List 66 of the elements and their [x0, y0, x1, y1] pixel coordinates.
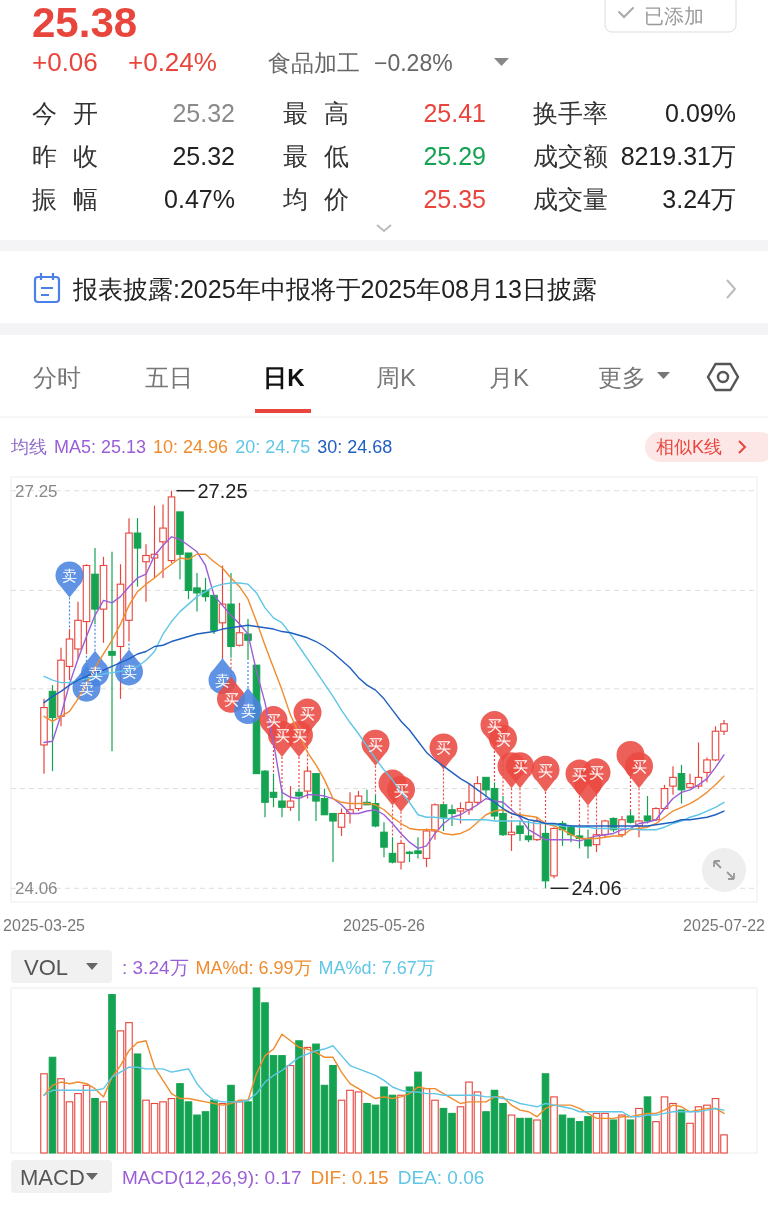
text: 25.32 — [172, 142, 235, 170]
text: DEA: 0.06 — [397, 1167, 485, 1188]
data-label: 买 — [223, 690, 239, 708]
data-label: 卖 — [87, 664, 103, 682]
text: 换手率 — [533, 99, 608, 127]
data-label: 买 — [274, 726, 290, 744]
data-label: 买 — [436, 738, 451, 756]
data-label: 买 — [572, 765, 587, 783]
text: MA%d: 6.99万 — [195, 958, 312, 978]
text: 30: 24.68 — [317, 437, 393, 457]
data-label: 买 — [631, 757, 647, 775]
text: 日K — [263, 364, 306, 391]
text: DIF: 0.15 — [310, 1167, 389, 1188]
text: 10: 24.96 — [153, 437, 229, 457]
data-label: 买 — [368, 735, 383, 753]
data-label: 卖 — [215, 671, 230, 689]
text: 25.35 — [423, 185, 486, 213]
text: +0.06 — [32, 47, 98, 77]
text: 成交量 — [533, 185, 608, 213]
chart-subtitle: : 3.24万 — [122, 957, 189, 978]
text: 20: 24.75 — [235, 437, 311, 457]
text: 昨 收 — [32, 142, 98, 170]
text: 月K — [488, 364, 530, 391]
text: MACD(12,26,9): 0.17 — [122, 1167, 302, 1188]
text: 食品加工 — [268, 50, 360, 76]
text: 已添加 — [644, 5, 704, 27]
data-label: 买 — [512, 757, 528, 775]
text: 25.41 — [423, 99, 486, 127]
text: 今 开 — [32, 99, 98, 127]
legend-title: 均线 — [10, 437, 47, 457]
text: 最 高 — [283, 99, 349, 127]
text: 25.38 — [32, 0, 138, 46]
data-label: 买 — [538, 761, 553, 779]
data-label: 卖 — [62, 566, 77, 584]
x-tick-label: 2025-07-22 — [683, 917, 766, 934]
text: −0.28% — [374, 50, 453, 76]
text: 五日 — [145, 364, 193, 391]
text: 0.47% — [164, 185, 235, 213]
text: 报表披露:2025年中报将于2025年08月13日披露 — [72, 275, 597, 303]
text: 25.29 — [423, 142, 486, 170]
text: 成交额 — [533, 142, 608, 170]
text: 更多 — [598, 364, 646, 391]
data-label: 买 — [589, 763, 604, 781]
data-label: 卖 — [240, 701, 256, 719]
annotation: 27.25 — [197, 479, 248, 502]
text: MA%d: 7.67万 — [318, 958, 435, 978]
x-tick-label: 2025-05-26 — [343, 917, 426, 934]
text: 0.09% — [665, 99, 736, 127]
text: MACD — [20, 1165, 85, 1190]
text: 分时 — [33, 364, 81, 391]
text: 振 幅 — [32, 185, 98, 213]
text: 均 价 — [282, 185, 349, 213]
text: 最 低 — [283, 142, 349, 170]
x-tick-label: 2025-03-25 — [3, 917, 86, 934]
data-label: 买 — [291, 726, 307, 744]
annotation: 24.06 — [571, 877, 622, 900]
text: 3.24万 — [662, 185, 736, 213]
text: 周K — [375, 364, 417, 391]
data-label: 卖 — [121, 662, 137, 680]
data-label: 买 — [300, 704, 315, 722]
text: +0.24% — [128, 47, 217, 77]
text: MA5: 25.13 — [54, 437, 147, 457]
text: 8219.31万 — [620, 142, 736, 170]
text: 25.32 — [172, 99, 235, 127]
text: 相似K线 — [656, 437, 723, 457]
chart-title: VOL — [24, 955, 69, 980]
